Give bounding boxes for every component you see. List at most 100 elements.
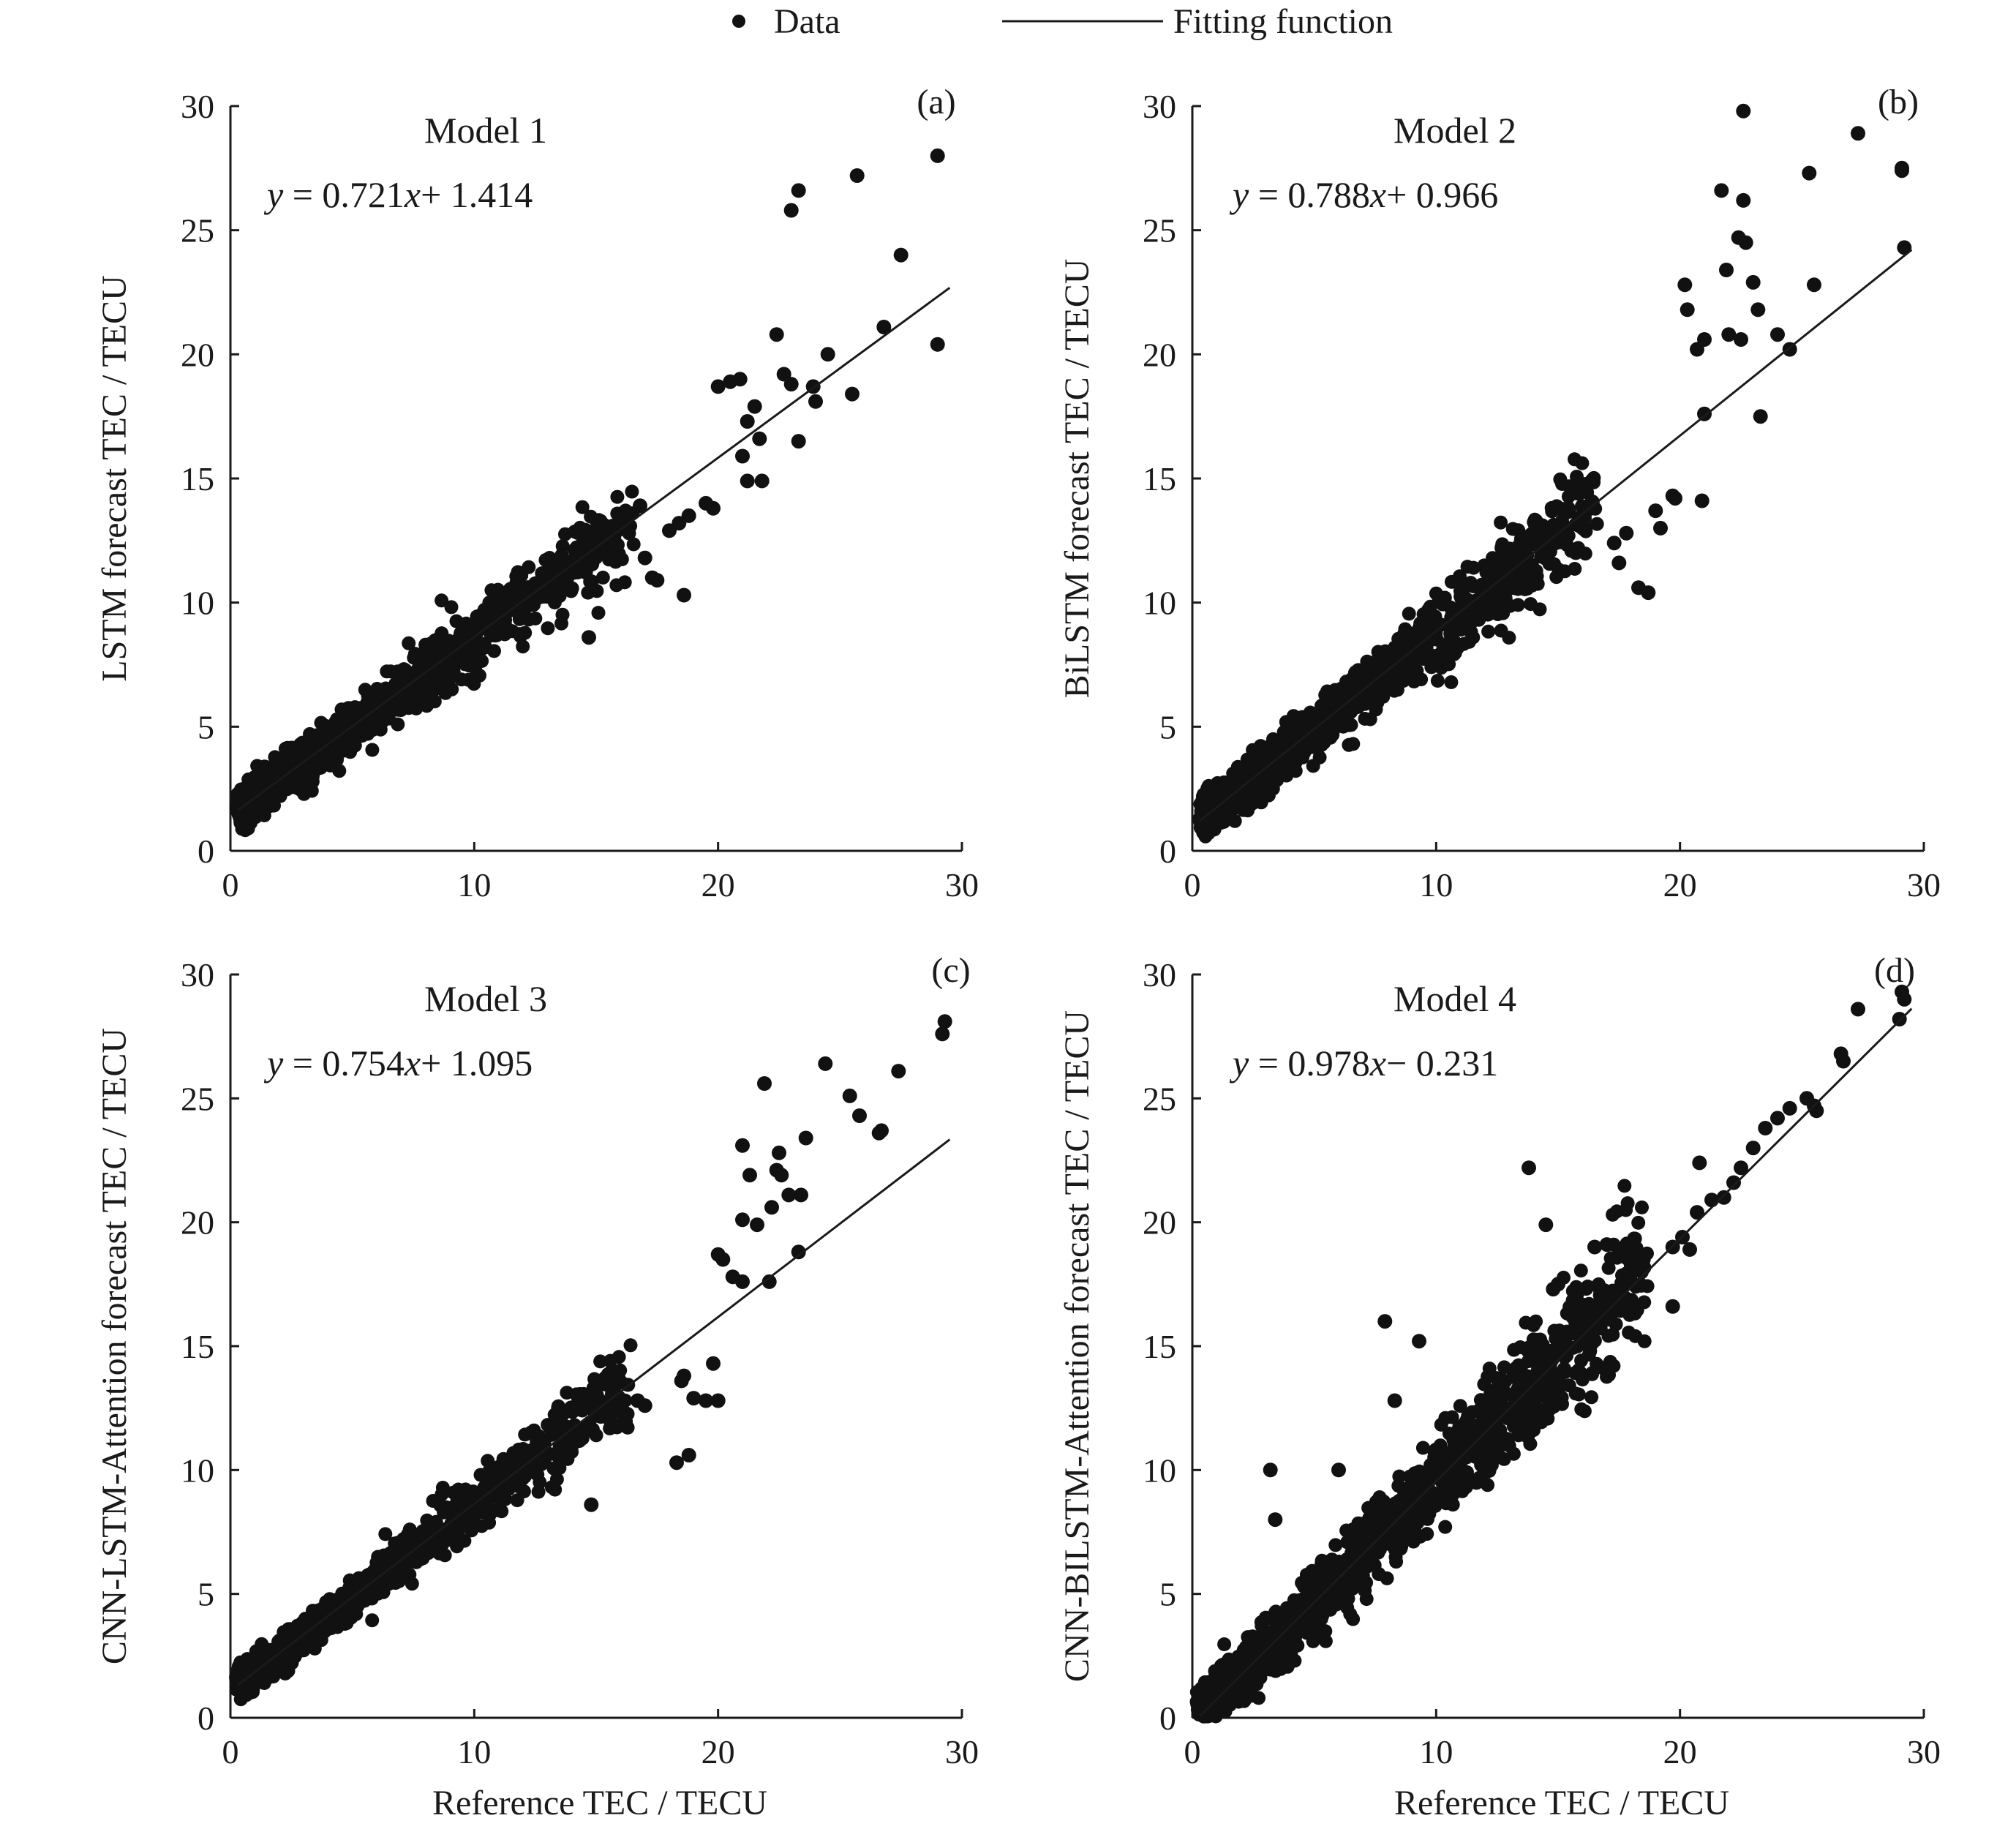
y-tick-label: 30 bbox=[1143, 956, 1176, 994]
data-point bbox=[409, 699, 423, 713]
data-point bbox=[637, 1398, 652, 1413]
data-point bbox=[391, 717, 405, 732]
data-point bbox=[937, 1014, 952, 1029]
data-point bbox=[1736, 192, 1751, 208]
data-point bbox=[522, 612, 536, 627]
y-tick-label: 0 bbox=[198, 833, 214, 870]
y-tick-label: 0 bbox=[1159, 833, 1176, 870]
data-point bbox=[612, 1371, 626, 1386]
x-tick-label: 10 bbox=[1419, 866, 1453, 904]
x-tick-label: 0 bbox=[222, 1733, 239, 1770]
panel-letter: (d) bbox=[1874, 951, 1915, 990]
data-point bbox=[263, 1659, 277, 1674]
data-point bbox=[769, 327, 784, 342]
x-tick-label: 30 bbox=[1907, 866, 1941, 904]
data-point bbox=[842, 1088, 857, 1103]
data-point bbox=[1453, 584, 1467, 598]
data-point bbox=[681, 508, 696, 523]
data-point bbox=[637, 550, 652, 566]
data-point bbox=[1556, 502, 1571, 517]
data-point bbox=[363, 717, 377, 732]
y-tick-label: 20 bbox=[1143, 1204, 1176, 1242]
data-point bbox=[774, 1168, 789, 1183]
data-point bbox=[1753, 409, 1768, 424]
data-point bbox=[1323, 726, 1337, 741]
data-point bbox=[1489, 563, 1504, 577]
data-point bbox=[1264, 742, 1279, 756]
data-point bbox=[935, 1026, 950, 1042]
data-point bbox=[1653, 520, 1668, 536]
data-point bbox=[626, 537, 641, 552]
data-point bbox=[530, 1468, 545, 1481]
data-point bbox=[783, 203, 799, 218]
data-point bbox=[289, 764, 304, 778]
y-tick-label: 10 bbox=[181, 1451, 214, 1489]
panel-letter: (b) bbox=[1878, 83, 1919, 121]
data-point bbox=[609, 578, 624, 593]
data-point bbox=[1619, 525, 1634, 541]
data-point bbox=[1690, 342, 1704, 357]
data-point bbox=[1721, 327, 1737, 342]
data-point bbox=[1590, 517, 1604, 531]
data-point bbox=[1416, 620, 1431, 635]
y-tick-label: 20 bbox=[181, 1204, 214, 1242]
data-point bbox=[1745, 274, 1761, 290]
data-point bbox=[610, 489, 625, 504]
data-point bbox=[1481, 624, 1496, 639]
data-point bbox=[595, 571, 610, 585]
data-point bbox=[1535, 518, 1550, 533]
data-point bbox=[1462, 634, 1476, 649]
data-point bbox=[625, 484, 639, 499]
data-point bbox=[558, 527, 572, 541]
data-point bbox=[1511, 598, 1525, 612]
data-point bbox=[1668, 491, 1682, 506]
data-point bbox=[794, 1187, 808, 1203]
data-point bbox=[1415, 1441, 1430, 1455]
data-point bbox=[1738, 235, 1753, 250]
y-tick-label: 5 bbox=[198, 708, 214, 746]
data-point bbox=[710, 1393, 726, 1408]
data-point bbox=[1466, 560, 1481, 575]
fit-line bbox=[237, 287, 951, 811]
data-point bbox=[1897, 240, 1912, 255]
data-point bbox=[1369, 702, 1383, 717]
data-point bbox=[1341, 705, 1355, 720]
data-point bbox=[440, 677, 454, 692]
data-point bbox=[620, 1420, 635, 1435]
data-point bbox=[582, 630, 596, 645]
data-point bbox=[579, 566, 593, 580]
data-point bbox=[319, 1595, 334, 1610]
model-title: Model 3 bbox=[424, 978, 547, 1019]
data-point bbox=[431, 1536, 445, 1551]
data-point bbox=[852, 1108, 867, 1123]
data-point bbox=[278, 741, 293, 756]
y-tick-label: 5 bbox=[198, 1576, 214, 1613]
data-point bbox=[820, 347, 835, 362]
data-point bbox=[342, 1574, 357, 1588]
data-point bbox=[1577, 478, 1592, 494]
legend-fit-label: Fitting function bbox=[1173, 2, 1393, 41]
data-point bbox=[1416, 652, 1431, 666]
data-point bbox=[1217, 1637, 1232, 1651]
data-point bbox=[1694, 493, 1710, 508]
x-axis-label: Reference TEC / TECU bbox=[1394, 1784, 1729, 1822]
data-point bbox=[735, 1212, 750, 1228]
data-point bbox=[1403, 626, 1418, 641]
data-point bbox=[584, 1497, 599, 1512]
data-point bbox=[1481, 607, 1495, 622]
data-point bbox=[431, 640, 445, 654]
y-tick-label: 15 bbox=[181, 460, 214, 497]
data-point bbox=[541, 552, 555, 566]
data-point bbox=[277, 759, 291, 774]
data-point bbox=[328, 716, 342, 729]
data-point bbox=[557, 1449, 572, 1464]
data-point bbox=[1201, 778, 1216, 793]
data-point bbox=[589, 1428, 603, 1443]
data-point bbox=[456, 1498, 470, 1513]
data-point bbox=[1523, 1437, 1538, 1451]
data-point bbox=[241, 1676, 256, 1691]
data-point bbox=[591, 606, 606, 620]
data-point bbox=[1714, 183, 1729, 198]
data-point bbox=[1393, 663, 1407, 677]
data-point bbox=[1525, 578, 1540, 593]
